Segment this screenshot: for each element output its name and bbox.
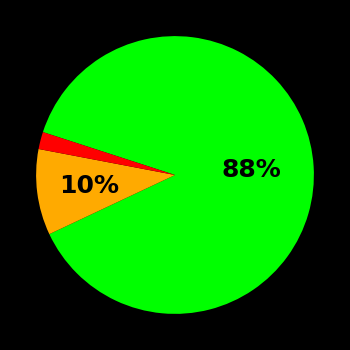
- Text: 88%: 88%: [221, 158, 281, 182]
- Wedge shape: [38, 132, 175, 175]
- Wedge shape: [36, 149, 175, 234]
- Text: 10%: 10%: [60, 174, 120, 198]
- Wedge shape: [43, 36, 314, 314]
